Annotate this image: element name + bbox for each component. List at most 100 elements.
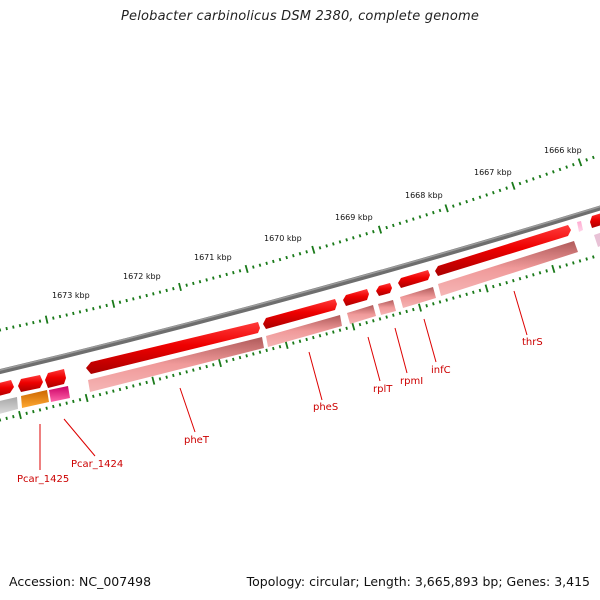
minor-tick: [185, 283, 188, 287]
gene-label-rpmi[interactable]: rpmI: [400, 376, 423, 387]
cds-block-rpmi[interactable]: [378, 300, 396, 315]
minor-tick: [398, 311, 402, 316]
minor-tick: [118, 300, 122, 304]
minor-tick: [92, 394, 95, 398]
cds-block-pcar-1424[interactable]: [49, 386, 70, 402]
minor-tick: [58, 403, 62, 407]
minor-tick: [32, 409, 35, 414]
minor-tick: [432, 210, 435, 215]
major-tick: [418, 303, 422, 312]
minor-tick: [178, 371, 182, 376]
minor-tick: [532, 273, 535, 277]
minor-tick: [412, 217, 415, 221]
gene-label-pcar-1424[interactable]: Pcar_1424: [71, 459, 123, 470]
gene-arrow[interactable]: [0, 380, 14, 397]
major-tick: [284, 340, 289, 350]
minor-tick: [118, 387, 122, 392]
minor-tick: [512, 278, 515, 283]
minor-tick: [372, 319, 375, 323]
cds-block[interactable]: [0, 397, 18, 415]
gene-arrow-pcar-1424[interactable]: [45, 369, 66, 388]
minor-tick: [305, 250, 308, 254]
gene-arrow-rplt[interactable]: [343, 289, 369, 306]
kbp-label-1667: 1667 kbp: [474, 168, 512, 177]
major-tick: [218, 358, 222, 368]
minor-tick: [152, 292, 155, 296]
minor-tick: [358, 322, 362, 327]
gene-arrow-thrs[interactable]: [435, 225, 571, 276]
minor-tick: [132, 384, 135, 388]
major-tick: [111, 299, 116, 308]
minor-tick: [405, 309, 408, 314]
minor-tick: [338, 240, 342, 244]
minor-tick: [478, 195, 482, 199]
minor-tick: [425, 304, 428, 308]
gene-arrow-pcar-1425[interactable]: [18, 375, 43, 392]
minor-tick: [25, 411, 28, 415]
minor-tick: [345, 238, 348, 242]
minor-tick: [405, 219, 408, 223]
minor-tick: [478, 288, 482, 293]
minor-tick: [318, 334, 322, 338]
minor-tick: [212, 276, 215, 280]
major-tick: [44, 315, 49, 324]
minor-tick: [12, 325, 15, 329]
minor-tick: [232, 357, 235, 362]
gene-label-rplt[interactable]: rplT: [373, 384, 393, 395]
minor-tick: [565, 165, 569, 169]
minor-tick: [572, 261, 575, 265]
minor-tick: [372, 229, 375, 234]
major-tick: [577, 158, 583, 167]
minor-tick: [172, 373, 175, 378]
major-tick: [444, 204, 449, 213]
minor-tick: [205, 364, 208, 369]
minor-tick: [538, 271, 542, 275]
gene-label-phes[interactable]: pheS: [313, 402, 338, 413]
cds-block-thrs[interactable]: [438, 241, 578, 296]
gene-arrow[interactable]: [577, 221, 583, 232]
minor-tick: [112, 389, 115, 393]
minor-tick: [498, 188, 502, 193]
minor-tick: [158, 377, 162, 381]
gene-label-infc[interactable]: infC: [431, 365, 451, 376]
minor-tick: [398, 221, 402, 226]
gene-arrow[interactable]: [590, 212, 600, 228]
outer-ruler: [0, 155, 595, 332]
minor-tick: [505, 186, 509, 190]
cds-block-rplt[interactable]: [347, 305, 376, 324]
genome-backbone: [0, 205, 600, 375]
minor-tick: [5, 416, 8, 421]
minor-tick: [385, 225, 388, 230]
gene-labels: Pcar_1425 Pcar_1424 pheT pheS rplT rpmI …: [17, 337, 543, 485]
gene-arrow-phet[interactable]: [86, 322, 260, 374]
cds-block[interactable]: [594, 231, 600, 247]
gene-arrow-rpmi[interactable]: [376, 283, 392, 296]
minor-tick: [12, 414, 15, 419]
minor-tick: [338, 328, 342, 332]
cds-features: [0, 231, 600, 415]
gene-label-phet[interactable]: pheT: [184, 435, 210, 446]
minor-tick: [585, 158, 589, 162]
cds-block-phes[interactable]: [266, 315, 342, 347]
minor-tick: [258, 350, 262, 354]
minor-tick: [465, 292, 468, 296]
minor-tick: [92, 307, 95, 311]
minor-tick: [78, 398, 82, 402]
minor-tick: [105, 391, 108, 395]
gene-label-pcar-1425[interactable]: Pcar_1425: [17, 474, 69, 485]
cds-block-phet[interactable]: [88, 337, 264, 392]
minor-tick: [365, 321, 368, 325]
minor-tick: [158, 290, 162, 294]
map-title: Pelobacter carbinolicus DSM 2380, comple…: [120, 9, 480, 24]
major-tick: [351, 322, 356, 331]
minor-tick: [592, 255, 595, 259]
gene-arrow-phes[interactable]: [263, 299, 337, 329]
cds-block-infc[interactable]: [400, 287, 436, 308]
gene-label-thrs[interactable]: thrS: [522, 337, 543, 348]
minor-tick: [232, 270, 235, 275]
gene-arrow-infc[interactable]: [398, 270, 430, 288]
major-tick: [178, 282, 182, 292]
minor-tick: [591, 155, 595, 160]
minor-tick: [218, 274, 222, 278]
cds-block-pcar-1425[interactable]: [21, 390, 49, 408]
